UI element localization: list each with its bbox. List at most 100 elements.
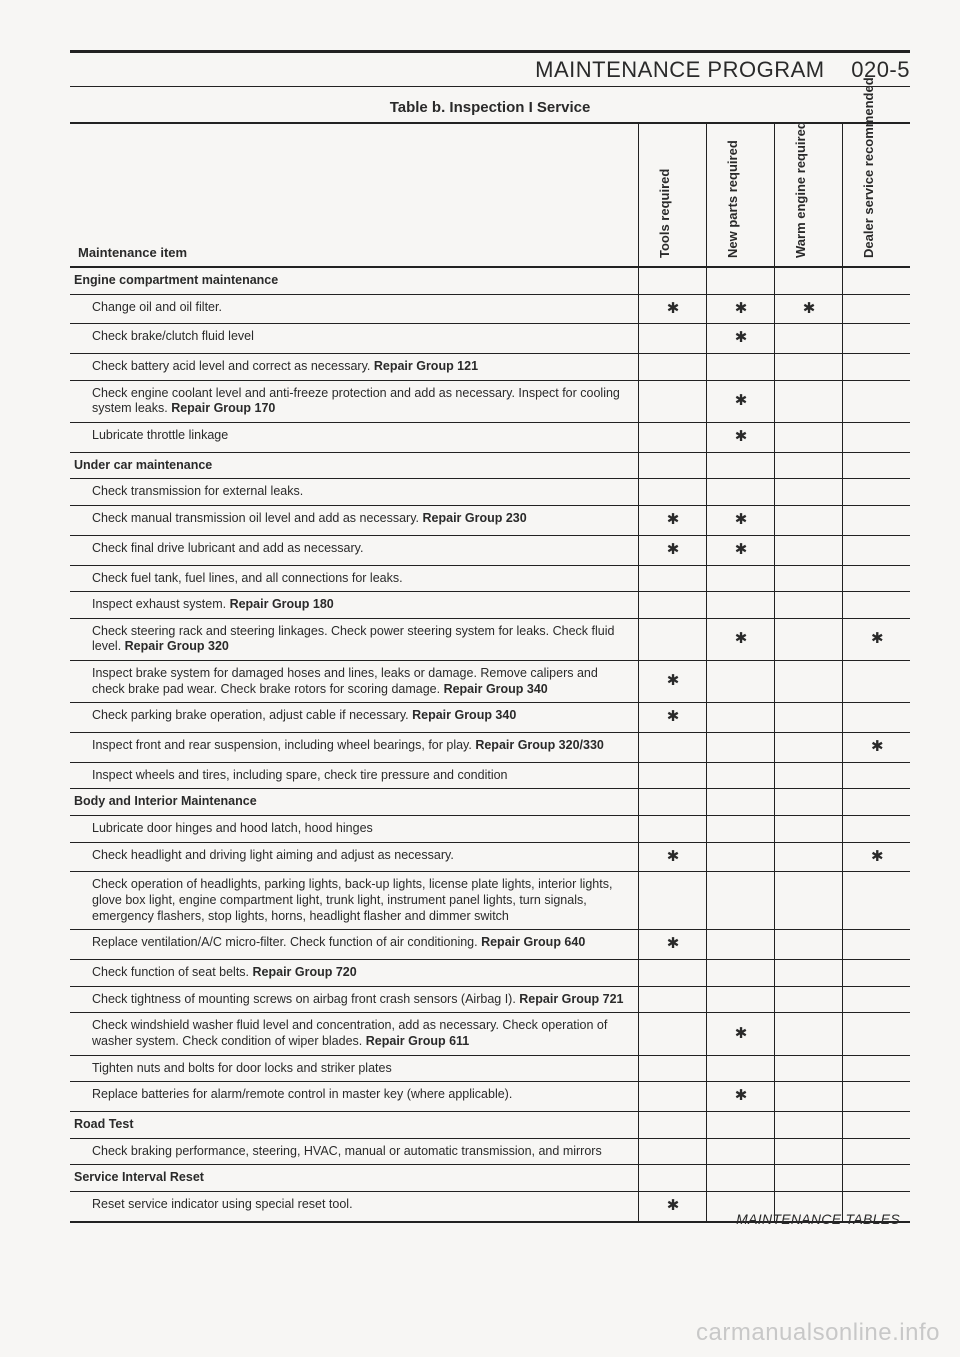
mark-cell bbox=[638, 380, 706, 422]
maintenance-item: Check tightness of mounting screws on ai… bbox=[70, 986, 638, 1013]
mark-icon: ✱ bbox=[667, 1197, 680, 1214]
mark-cell bbox=[774, 592, 842, 619]
mark-cell bbox=[774, 380, 842, 422]
mark-cell bbox=[706, 872, 774, 930]
col-header-dealer: Dealer service recommended bbox=[842, 123, 910, 267]
maintenance-item: Check engine coolant level and anti-free… bbox=[70, 380, 638, 422]
mark-cell bbox=[706, 733, 774, 763]
page-container: MAINTENANCE PROGRAM 020-5 Table b. Inspe… bbox=[0, 0, 960, 1357]
section-heading: Service Interval Reset bbox=[70, 1165, 638, 1192]
table-row: Tighten nuts and bolts for door locks an… bbox=[70, 1055, 910, 1082]
footer-text: MAINTENANCE TABLES bbox=[736, 1211, 900, 1227]
mark-cell bbox=[774, 1138, 842, 1165]
mark-cell bbox=[706, 930, 774, 960]
mark-icon: ✱ bbox=[735, 392, 748, 409]
mark-cell bbox=[842, 1082, 910, 1112]
mark-cell bbox=[706, 1165, 774, 1192]
maintenance-item: Check function of seat belts. Repair Gro… bbox=[70, 960, 638, 987]
mark-cell bbox=[774, 762, 842, 789]
watermark: carmanualsonline.info bbox=[696, 1319, 940, 1347]
mark-cell bbox=[774, 661, 842, 703]
mark-cell bbox=[706, 816, 774, 843]
header-title: MAINTENANCE PROGRAM bbox=[535, 57, 824, 82]
mark-cell bbox=[842, 1165, 910, 1192]
mark-icon: ✱ bbox=[667, 708, 680, 725]
mark-cell bbox=[842, 294, 910, 324]
table-row: Inspect front and rear suspension, inclu… bbox=[70, 733, 910, 763]
mark-cell bbox=[638, 1082, 706, 1112]
mark-cell: ✱ bbox=[638, 703, 706, 733]
mark-cell bbox=[706, 267, 774, 294]
mark-cell bbox=[638, 1111, 706, 1138]
mark-cell bbox=[774, 1055, 842, 1082]
mark-cell bbox=[638, 592, 706, 619]
mark-cell bbox=[706, 986, 774, 1013]
mark-icon: ✱ bbox=[871, 630, 884, 647]
table-row: Check brake/clutch fluid level✱ bbox=[70, 324, 910, 354]
mark-icon: ✱ bbox=[667, 935, 680, 952]
table-row: Check manual transmission oil level and … bbox=[70, 506, 910, 536]
mark-cell bbox=[774, 1111, 842, 1138]
mark-cell bbox=[706, 789, 774, 816]
mark-cell bbox=[638, 733, 706, 763]
mark-cell bbox=[774, 506, 842, 536]
mark-cell bbox=[842, 703, 910, 733]
section-heading: Under car maintenance bbox=[70, 452, 638, 479]
mark-cell bbox=[706, 354, 774, 381]
col-header-warm: Warm engine required bbox=[774, 123, 842, 267]
mark-cell bbox=[842, 1055, 910, 1082]
mark-cell bbox=[842, 535, 910, 565]
mark-cell bbox=[638, 354, 706, 381]
mark-cell bbox=[706, 1138, 774, 1165]
mark-cell bbox=[842, 986, 910, 1013]
page-header: MAINTENANCE PROGRAM 020-5 bbox=[70, 50, 910, 87]
col-header-parts-label: New parts required bbox=[725, 140, 740, 258]
mark-cell bbox=[842, 592, 910, 619]
table-row: Inspect brake system for damaged hoses a… bbox=[70, 661, 910, 703]
maintenance-item: Check headlight and driving light aiming… bbox=[70, 842, 638, 872]
mark-cell: ✱ bbox=[774, 294, 842, 324]
maintenance-item: Lubricate throttle linkage bbox=[70, 423, 638, 453]
mark-cell bbox=[638, 565, 706, 592]
table-row: Check final drive lubricant and add as n… bbox=[70, 535, 910, 565]
mark-cell bbox=[638, 479, 706, 506]
maintenance-item: Reset service indicator using special re… bbox=[70, 1191, 638, 1221]
maintenance-item: Check windshield washer fluid level and … bbox=[70, 1013, 638, 1055]
mark-icon: ✱ bbox=[667, 511, 680, 528]
mark-cell bbox=[706, 1111, 774, 1138]
mark-cell: ✱ bbox=[706, 618, 774, 660]
table-row: Check braking performance, steering, HVA… bbox=[70, 1138, 910, 1165]
mark-cell bbox=[638, 267, 706, 294]
mark-cell bbox=[638, 1165, 706, 1192]
maintenance-item: Check steering rack and steering linkage… bbox=[70, 618, 638, 660]
table-row: Check windshield washer fluid level and … bbox=[70, 1013, 910, 1055]
table-row: Check tightness of mounting screws on ai… bbox=[70, 986, 910, 1013]
maintenance-item: Inspect brake system for damaged hoses a… bbox=[70, 661, 638, 703]
mark-cell bbox=[842, 872, 910, 930]
col-header-warm-label: Warm engine required bbox=[793, 121, 808, 258]
mark-icon: ✱ bbox=[667, 541, 680, 558]
table-row: Check headlight and driving light aiming… bbox=[70, 842, 910, 872]
mark-icon: ✱ bbox=[735, 1025, 748, 1042]
mark-cell bbox=[706, 565, 774, 592]
table-row: Replace batteries for alarm/remote contr… bbox=[70, 1082, 910, 1112]
mark-cell bbox=[706, 762, 774, 789]
table-row: Replace ventilation/A/C micro-filter. Ch… bbox=[70, 930, 910, 960]
mark-cell bbox=[842, 930, 910, 960]
mark-cell bbox=[774, 565, 842, 592]
mark-cell bbox=[842, 479, 910, 506]
table-row: Check transmission for external leaks. bbox=[70, 479, 910, 506]
table-row: Under car maintenance bbox=[70, 452, 910, 479]
mark-cell bbox=[638, 816, 706, 843]
mark-cell bbox=[706, 661, 774, 703]
col-header-tools-label: Tools required bbox=[657, 169, 672, 258]
mark-cell bbox=[842, 354, 910, 381]
table-row: Lubricate throttle linkage✱ bbox=[70, 423, 910, 453]
mark-cell bbox=[842, 1111, 910, 1138]
mark-cell: ✱ bbox=[638, 842, 706, 872]
mark-cell: ✱ bbox=[706, 1013, 774, 1055]
maintenance-item: Inspect front and rear suspension, inclu… bbox=[70, 733, 638, 763]
table-row: Inspect exhaust system. Repair Group 180 bbox=[70, 592, 910, 619]
mark-cell bbox=[706, 479, 774, 506]
mark-cell: ✱ bbox=[638, 930, 706, 960]
